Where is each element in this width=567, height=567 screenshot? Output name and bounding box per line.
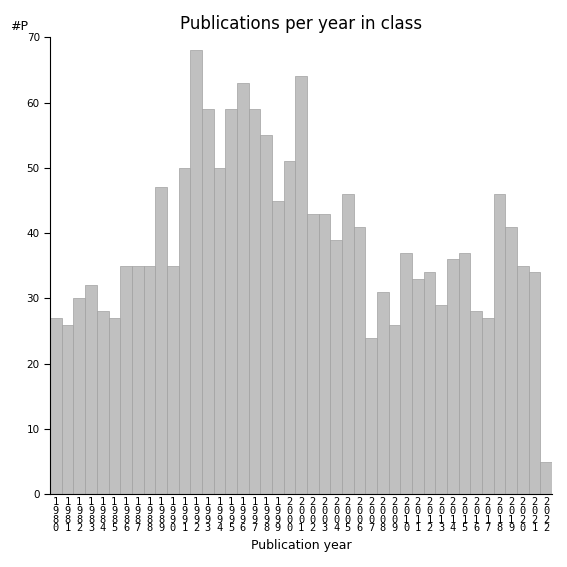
- Bar: [214, 168, 225, 494]
- Bar: [354, 227, 365, 494]
- Bar: [295, 77, 307, 494]
- Bar: [435, 305, 447, 494]
- Bar: [482, 318, 494, 494]
- Bar: [388, 324, 400, 494]
- Bar: [190, 50, 202, 494]
- Bar: [330, 240, 342, 494]
- Bar: [400, 253, 412, 494]
- Bar: [412, 279, 424, 494]
- Bar: [319, 214, 330, 494]
- Title: Publications per year in class: Publications per year in class: [180, 15, 422, 33]
- Bar: [97, 311, 108, 494]
- Bar: [470, 311, 482, 494]
- Bar: [74, 298, 85, 494]
- Bar: [272, 201, 284, 494]
- Bar: [505, 227, 517, 494]
- Bar: [85, 285, 97, 494]
- Bar: [540, 462, 552, 494]
- Bar: [143, 266, 155, 494]
- Bar: [155, 188, 167, 494]
- Bar: [424, 272, 435, 494]
- Bar: [447, 259, 459, 494]
- Bar: [459, 253, 470, 494]
- Bar: [179, 168, 190, 494]
- Bar: [50, 318, 62, 494]
- Bar: [108, 318, 120, 494]
- Bar: [528, 272, 540, 494]
- Bar: [494, 194, 505, 494]
- Bar: [517, 266, 528, 494]
- Bar: [167, 266, 179, 494]
- Bar: [62, 324, 74, 494]
- X-axis label: Publication year: Publication year: [251, 539, 352, 552]
- Bar: [120, 266, 132, 494]
- Text: #P: #P: [10, 20, 28, 33]
- Bar: [365, 337, 377, 494]
- Bar: [284, 162, 295, 494]
- Bar: [202, 109, 214, 494]
- Bar: [248, 109, 260, 494]
- Bar: [225, 109, 237, 494]
- Bar: [260, 136, 272, 494]
- Bar: [237, 83, 248, 494]
- Bar: [342, 194, 354, 494]
- Bar: [377, 292, 388, 494]
- Bar: [307, 214, 319, 494]
- Bar: [132, 266, 143, 494]
